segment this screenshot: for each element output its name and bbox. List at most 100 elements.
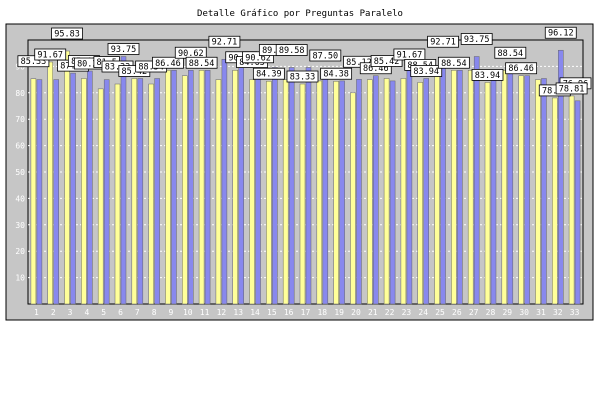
bar-series-1-q24	[417, 82, 423, 305]
data-label: 85.42	[122, 67, 148, 77]
x-tick-label: 14	[250, 308, 260, 317]
x-tick-label: 11	[200, 308, 210, 317]
x-tick-label: 7	[135, 308, 140, 317]
bar-series-1-q4	[81, 78, 87, 305]
chart-title: Detalle Gráfico por Preguntas Paralelo	[197, 9, 403, 19]
x-tick-label: 21	[368, 308, 378, 317]
bar-series-1-q27	[467, 70, 474, 305]
bar-series-1-q30	[518, 75, 524, 305]
y-tick-label: 10	[15, 274, 25, 283]
x-tick-label: 22	[385, 308, 395, 317]
data-label: 88.54	[189, 59, 215, 69]
x-tick-label: 17	[301, 308, 311, 317]
data-label-box	[309, 49, 342, 62]
data-label: 86.46	[363, 64, 389, 74]
bar-series-1-q23	[400, 78, 407, 305]
bar-series-1-q28	[484, 82, 491, 305]
data-label: 93.75	[111, 45, 137, 55]
bar-series-2-q2	[53, 79, 59, 305]
data-label: 91.67	[37, 50, 63, 60]
bar-series-1-q20	[350, 92, 356, 305]
data-label: 83.33	[290, 73, 316, 83]
data-label: 83.94	[475, 71, 501, 81]
bar-series-2-q23	[406, 61, 413, 305]
x-tick-label: 6	[118, 308, 123, 317]
bar-series-2-q30	[524, 75, 530, 305]
bar-series-1-q3	[64, 50, 70, 305]
x-tick-label: 5	[101, 308, 106, 317]
data-label: 85.12	[346, 58, 372, 68]
data-label: 83.33	[105, 63, 131, 73]
x-tick-label: 18	[317, 308, 327, 317]
x-tick-label: 30	[519, 308, 529, 317]
bar-series-1-q32	[552, 97, 558, 305]
bar-series-1-q9	[165, 70, 171, 305]
bar-series-2-q29	[507, 70, 514, 305]
bar-series-2-q32	[558, 49, 564, 305]
bar-series-2-q22	[389, 80, 396, 305]
bar-series-1-q19	[333, 80, 339, 305]
bar-series-1-q26	[451, 70, 457, 305]
bar-series-1-q15	[266, 80, 272, 305]
bar-series-2-q13	[238, 64, 244, 305]
x-tick-label: 20	[351, 308, 361, 317]
bar-series-2-q17	[305, 67, 312, 305]
x-tick-label: 29	[502, 308, 512, 317]
bar-series-1-q29	[501, 70, 508, 305]
x-tick-label: 12	[217, 308, 227, 317]
data-label-box	[427, 35, 459, 48]
y-tick-label: 70	[15, 115, 25, 124]
data-label-box	[252, 67, 285, 80]
bar-series-2-q12	[221, 58, 228, 305]
x-tick-label: 15	[267, 308, 277, 317]
data-label-box	[275, 44, 308, 56]
bar-series-2-q4	[87, 70, 93, 305]
data-label: 88.54	[138, 63, 164, 73]
y-tick-label: 80	[15, 89, 25, 98]
bar-series-1-q5	[97, 88, 104, 305]
bar-series-2-q24	[423, 78, 429, 305]
y-tick-label: 60	[15, 142, 25, 151]
bar-series-2-q26	[457, 70, 463, 305]
data-label-box	[152, 56, 184, 69]
bar-series-1-q18	[316, 80, 323, 305]
x-tick-label: 13	[233, 308, 243, 317]
data-label: 92.71	[430, 38, 456, 48]
data-label: 85.42	[374, 57, 400, 67]
data-label: 78.81	[559, 84, 585, 94]
bar-series-2-q25	[440, 58, 446, 305]
bar-series-1-q8	[148, 83, 154, 305]
data-label-box	[460, 33, 493, 45]
data-label: 84.38	[323, 70, 349, 80]
data-labels: 85.3391.6795.8387.4585.4280.2881.593.758…	[17, 26, 592, 96]
bar-series-1-q10	[182, 75, 188, 305]
data-label: 90.62	[245, 53, 271, 63]
data-label: 86.46	[508, 64, 534, 74]
x-tick-label: 25	[435, 308, 445, 317]
bar-series-2-q7	[137, 78, 144, 305]
bars	[30, 49, 581, 305]
bar-series-1-q33	[568, 95, 575, 305]
data-label: 78.06	[542, 86, 568, 96]
bar-series-2-q19	[339, 80, 345, 305]
x-tick-label: 27	[469, 308, 479, 317]
data-label-box	[242, 51, 274, 64]
bar-series-1-q12	[215, 79, 222, 305]
x-tick-label: 9	[169, 308, 174, 317]
bar-series-2-q10	[188, 70, 194, 305]
x-tick-label: 19	[334, 308, 344, 317]
bar-series-1-q22	[383, 78, 390, 305]
data-label: 84.39	[256, 70, 282, 80]
data-label: 95.83	[54, 30, 80, 40]
data-label: 92.71	[212, 38, 238, 48]
data-label: 89.58	[262, 46, 288, 56]
x-tick-label: 26	[452, 308, 462, 317]
data-label-box	[17, 55, 50, 68]
data-label-box	[370, 55, 403, 67]
bar-series-2-q1	[36, 79, 43, 305]
y-tick-label: 20	[15, 247, 25, 256]
x-tick-label: 3	[68, 308, 73, 317]
data-label: 83.94	[413, 67, 439, 77]
bar-series-2-q28	[490, 76, 497, 305]
